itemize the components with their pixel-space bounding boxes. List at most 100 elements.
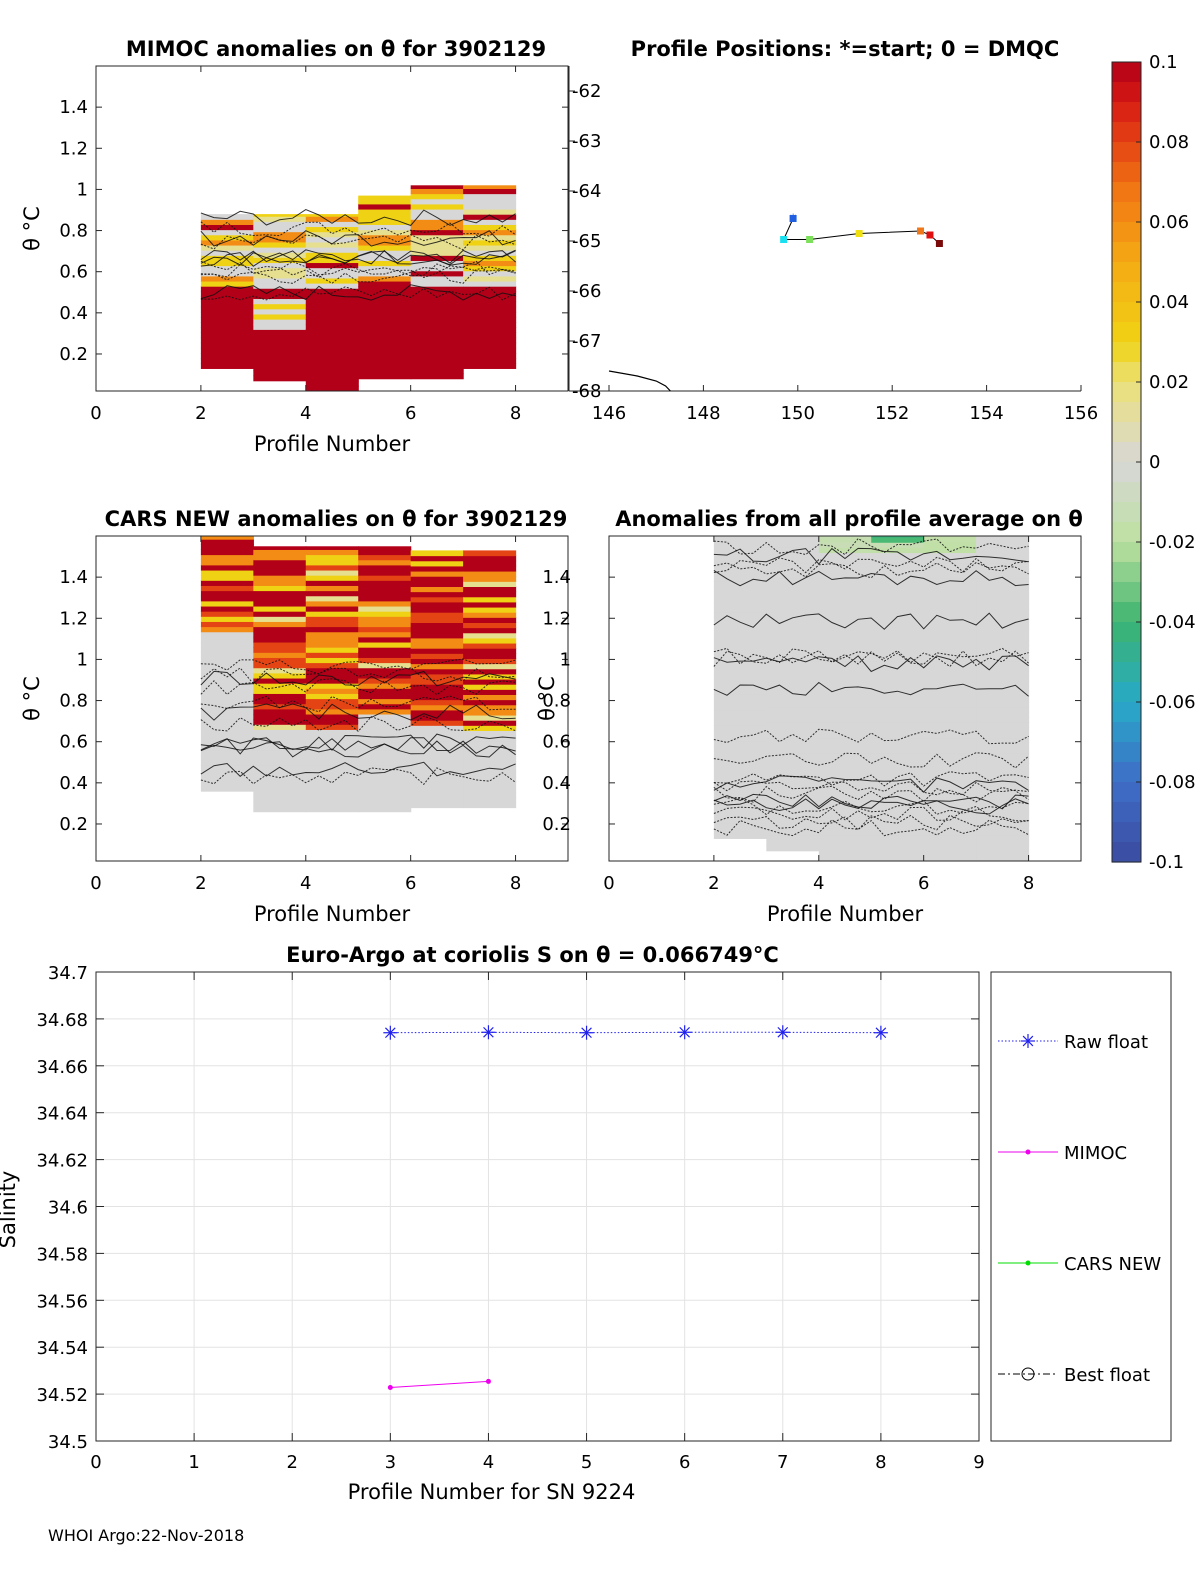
heatmap-cell: [253, 760, 307, 766]
heatmap-cell: [253, 559, 307, 566]
heatmap-cell: [713, 694, 767, 701]
heatmap-cell: [871, 742, 925, 749]
contour-line: [200, 234, 516, 251]
colorbar-swatch: [1112, 242, 1141, 263]
heatmap-cell: [871, 624, 925, 631]
colorbar-swatch: [1112, 202, 1141, 223]
heatmap-cell: [253, 569, 307, 576]
heatmap-cell: [976, 557, 1030, 564]
x-tick-label: 2: [195, 403, 206, 424]
heatmap-cell: [976, 840, 1030, 847]
heatmap-cell: [200, 239, 254, 246]
heatmap-cell: [358, 739, 412, 746]
y-tick-label: 34.56: [36, 1291, 88, 1312]
heatmap-cell: [253, 677, 307, 684]
heatmap-cell: [410, 745, 464, 752]
heatmap-cell: [358, 765, 412, 772]
heatmap-cell: [766, 840, 820, 847]
y-tick-label: -66: [572, 281, 601, 302]
heatmap-cell: [305, 652, 359, 658]
colorbar-swatch: [1112, 702, 1141, 723]
heatmap-cell: [305, 569, 359, 576]
heatmap-cell: [713, 735, 767, 742]
heatmap-cell: [463, 750, 517, 757]
heatmap-cell: [358, 636, 412, 643]
heatmap-cell: [253, 365, 307, 372]
y-tick-label: 34.62: [36, 1151, 88, 1172]
heatmap-cell: [410, 208, 464, 215]
heatmap-cell: [253, 298, 307, 305]
heatmap-cell: [713, 745, 767, 752]
heatmap-cell: [818, 789, 872, 795]
heatmap-cell: [923, 696, 977, 703]
heatmap-cell: [200, 636, 254, 643]
heatmap-cell: [871, 670, 925, 677]
heatmap-cell: [358, 647, 412, 653]
heatmap-cell: [463, 337, 517, 344]
heatmap-area: [200, 185, 517, 391]
series-marker: [1025, 1149, 1031, 1155]
heatmap-cell: [305, 657, 359, 664]
heatmap-cell: [200, 600, 254, 607]
heatmap-cell: [713, 725, 767, 731]
heatmap-cell: [766, 722, 820, 728]
heatmap-cell: [305, 319, 359, 325]
heatmap-cell: [818, 634, 872, 641]
heatmap-cell: [410, 586, 464, 593]
heatmap-cell: [976, 778, 1030, 785]
heatmap-cell: [463, 203, 517, 210]
heatmap-cell: [253, 595, 307, 602]
heatmap-cell: [253, 616, 307, 622]
heatmap-cell: [463, 275, 517, 282]
heatmap-cell: [923, 742, 977, 749]
heatmap-cell: [976, 717, 1030, 723]
heatmap-cell: [871, 562, 925, 569]
heatmap-cell: [976, 830, 1030, 836]
x-tick-label: 3: [385, 1452, 396, 1473]
heatmap-cell: [463, 560, 517, 567]
heatmap-cell: [713, 560, 767, 567]
heatmap-cell: [463, 648, 517, 654]
heatmap-cell: [871, 681, 925, 687]
heatmap-cell: [410, 322, 464, 328]
heatmap-cell: [410, 347, 464, 354]
heatmap-cell: [200, 554, 254, 561]
heatmap-cell: [976, 825, 1030, 831]
heatmap-cell: [410, 740, 464, 747]
heatmap-cell: [871, 701, 925, 708]
heatmap-cell: [463, 606, 517, 613]
heatmap-cell: [200, 244, 254, 251]
heatmap-cell: [713, 756, 767, 762]
heatmap-cell: [976, 537, 1030, 543]
heatmap-cell: [463, 347, 517, 354]
contour-line: [713, 805, 1029, 822]
heatmap-cell: [200, 337, 254, 344]
heatmap-cell: [923, 814, 977, 821]
contour-line: [200, 667, 516, 685]
heatmap-cell: [923, 850, 977, 857]
colorbar-swatch: [1112, 822, 1141, 843]
heatmap-cell: [463, 792, 517, 798]
heatmap-cell: [463, 296, 517, 303]
heatmap-cell: [818, 696, 872, 703]
colorbar-swatch: [1112, 682, 1141, 703]
heatmap-cell: [253, 672, 307, 679]
coastline: [608, 370, 671, 392]
heatmap-cell: [976, 753, 1030, 759]
heatmap-cell: [305, 647, 359, 653]
heatmap-cell: [410, 663, 464, 670]
contour-line: [713, 793, 1029, 810]
heatmap-cell: [410, 286, 464, 292]
heatmap-cell: [923, 573, 977, 579]
heatmap-cell: [200, 275, 254, 282]
heatmap-cell: [923, 609, 977, 615]
heatmap-cell: [713, 822, 767, 829]
heatmap-cell: [923, 598, 977, 605]
heatmap-cell: [358, 234, 412, 241]
contour-line: [713, 569, 1029, 587]
heatmap-cell: [713, 612, 767, 618]
x-tick-label: 148: [686, 403, 720, 424]
heatmap-cell: [923, 593, 977, 600]
heatmap-cell: [358, 337, 412, 344]
heatmap-cell: [305, 616, 359, 622]
